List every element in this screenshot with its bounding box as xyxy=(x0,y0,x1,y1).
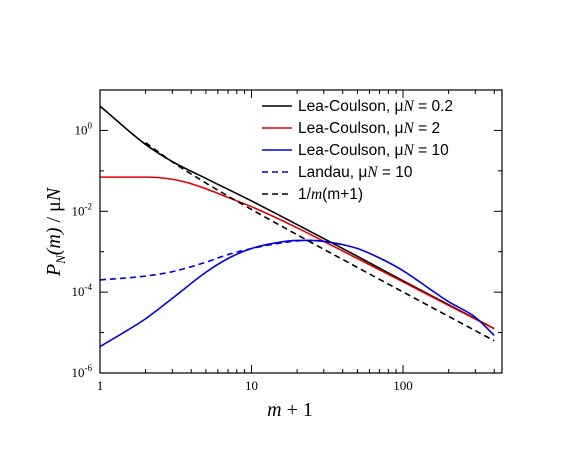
series-line-1 xyxy=(99,176,495,330)
series-line-3 xyxy=(99,239,343,281)
legend-label: Lea-Coulson, μN = 0.2 xyxy=(298,98,453,115)
x-tick-label: 100 xyxy=(393,378,413,393)
legend-label: Lea-Coulson, μN = 10 xyxy=(298,142,449,159)
plot-area xyxy=(100,90,502,373)
x-tick-label: 10 xyxy=(245,378,258,393)
series-layer xyxy=(99,105,495,348)
y-tick-label: 100 xyxy=(75,120,93,137)
ticks-layer: 1 10 100 10-6 10-4 10-2 100 xyxy=(72,90,502,393)
y-tick-label: 10-2 xyxy=(72,201,93,218)
legend-label: Landau, μN = 10 xyxy=(298,164,413,181)
legend-label: 1/m(m+1) xyxy=(298,186,363,203)
y-tick-label: 10-6 xyxy=(72,363,93,380)
legend-label: Lea-Coulson, μN = 2 xyxy=(298,120,440,137)
y-tick-label: 10-4 xyxy=(72,282,93,299)
legend: Lea-Coulson, μN = 0.2 Lea-Coulson, μN = 2… xyxy=(262,98,453,203)
series-line-4 xyxy=(145,141,495,342)
x-axis-label: m + 1 xyxy=(267,399,313,421)
plot-frame xyxy=(99,89,503,374)
y-axis-label: PN(m) / μN xyxy=(43,186,68,277)
x-tick-label: 1 xyxy=(97,378,104,393)
